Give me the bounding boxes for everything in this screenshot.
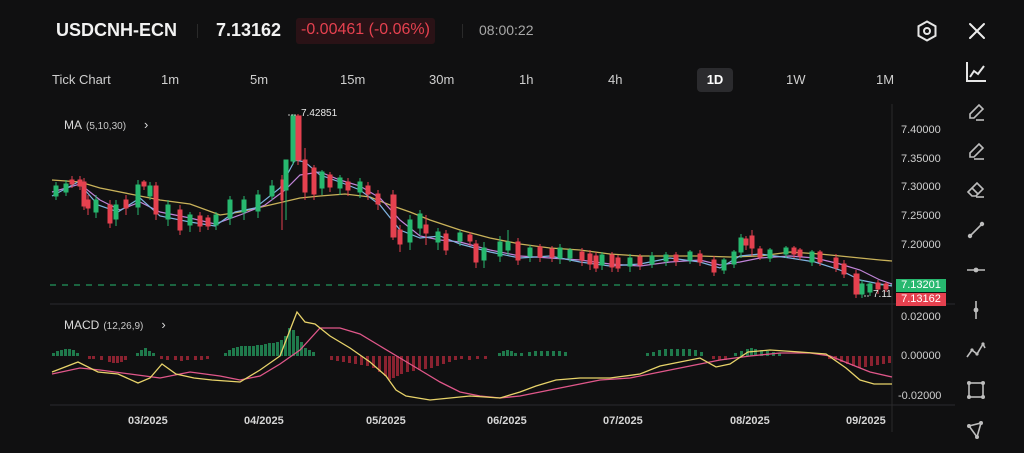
pencil-alt-button[interactable] — [962, 137, 990, 165]
low-price-label: 7.11 — [873, 289, 892, 300]
settings-button[interactable] — [915, 19, 939, 43]
header: USDCNH-ECN 7.13162 -0.00461 (-0.06%) 08:… — [0, 0, 1024, 62]
close-icon — [969, 23, 985, 39]
ma-params: (5,10,30) — [86, 121, 127, 132]
rectangle-button[interactable] — [962, 376, 990, 404]
divider — [462, 24, 463, 38]
tab-5m[interactable]: 5m — [250, 72, 269, 87]
price-tick: 7.40000 — [901, 124, 941, 136]
x-tick: 03/2025 — [128, 415, 168, 427]
pencil-button[interactable] — [962, 98, 990, 126]
bid-price-tag: 7.13201 — [896, 279, 946, 292]
macd-params: (12,26,9) — [103, 321, 144, 332]
pencil-alt-icon — [969, 142, 985, 160]
pencil-icon — [969, 103, 985, 121]
triangle-button[interactable] — [962, 416, 990, 444]
chart-type-icon — [966, 62, 986, 82]
hexagon-settings-icon — [917, 20, 937, 42]
trend-line-button[interactable] — [962, 216, 990, 244]
horizontal-line-icon — [967, 267, 985, 273]
tab-1w[interactable]: 1W — [786, 72, 806, 87]
x-tick: 04/2025 — [244, 415, 284, 427]
high-price-label: 7.42851 — [301, 108, 338, 119]
tab-tick-chart[interactable]: Tick Chart — [52, 72, 111, 87]
x-tick: 05/2025 — [366, 415, 406, 427]
x-tick: 08/2025 — [730, 415, 770, 427]
chevron-right-icon[interactable]: › — [144, 117, 149, 132]
ask-price-tag: 7.13162 — [896, 293, 946, 306]
x-tick: 09/2025 — [846, 415, 886, 427]
vertical-line-button[interactable] — [962, 296, 990, 324]
macd-tick: -0.02000 — [898, 390, 942, 402]
tab-1m-month[interactable]: 1M — [876, 72, 895, 87]
chart-type-button[interactable] — [962, 58, 990, 86]
x-tick: 06/2025 — [487, 415, 527, 427]
ma-name: MA — [64, 118, 82, 132]
vertical-line-icon — [973, 301, 979, 319]
timeframe-tabs: Tick Chart 1m 5m 15m 30m 1h 4h 1D 1W 1M — [40, 68, 920, 94]
candles — [53, 114, 889, 298]
price-change-badge: -0.00461 (-0.06%) — [296, 18, 435, 44]
close-button[interactable] — [966, 20, 988, 42]
symbol-title: USDCNH-ECN — [56, 20, 177, 40]
price-tick: 7.25000 — [901, 210, 941, 222]
triangle-icon — [967, 421, 983, 439]
tab-1h[interactable]: 1h — [519, 72, 534, 87]
horizontal-line-button[interactable] — [962, 256, 990, 284]
macd-tick: 0.00000 — [901, 350, 941, 362]
divider — [197, 24, 198, 38]
macd-name: MACD — [64, 318, 100, 332]
price-tick: 7.20000 — [901, 239, 941, 251]
polyline-button[interactable] — [962, 336, 990, 364]
tab-1d[interactable]: 1D — [697, 68, 733, 92]
x-tick: 07/2025 — [603, 415, 643, 427]
tab-15m[interactable]: 15m — [340, 72, 366, 87]
chevron-right-icon[interactable]: › — [161, 317, 166, 332]
eraser-button[interactable] — [962, 176, 990, 204]
macd-indicator-label[interactable]: MACD (12,26,9) › — [64, 317, 166, 332]
ma-indicator-label[interactable]: MA (5,10,30) › — [64, 117, 148, 132]
polyline-icon — [966, 342, 986, 358]
tab-30m[interactable]: 30m — [429, 72, 455, 87]
tab-4h[interactable]: 4h — [608, 72, 623, 87]
timestamp: 08:00:22 — [479, 22, 534, 38]
macd-tick: 0.02000 — [901, 311, 941, 323]
trend-line-icon — [967, 221, 985, 239]
price-tick: 7.35000 — [901, 153, 941, 165]
rectangle-icon — [967, 381, 985, 399]
tab-1m[interactable]: 1m — [161, 72, 180, 87]
eraser-icon — [966, 181, 985, 198]
current-price: 7.13162 — [216, 20, 282, 40]
price-tick: 7.30000 — [901, 181, 941, 193]
macd-histogram — [52, 328, 891, 380]
